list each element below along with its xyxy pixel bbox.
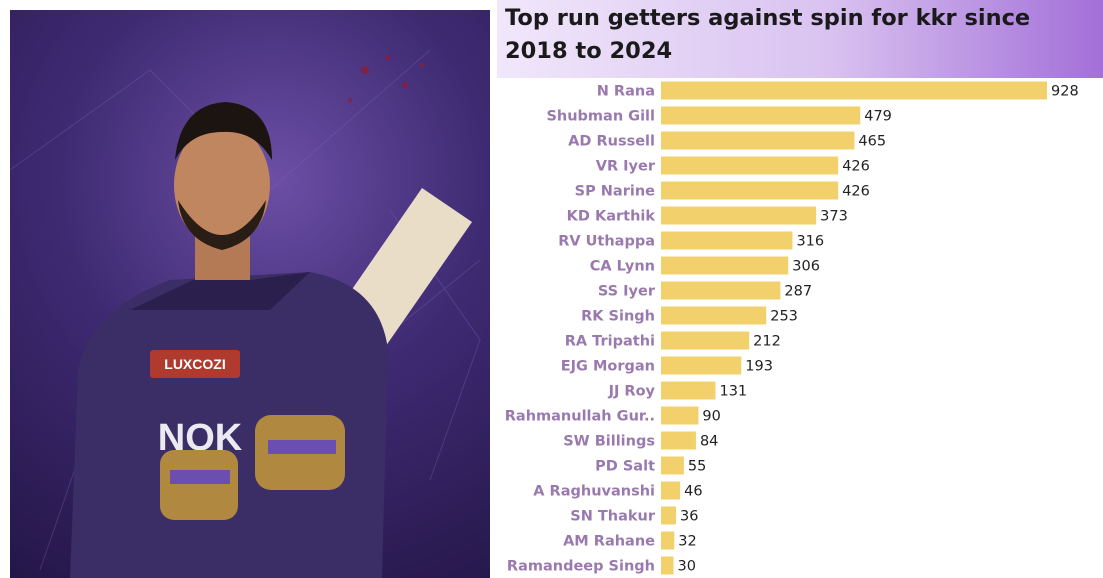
sponsor-text: LUXCOZI	[164, 356, 225, 372]
category-label: SW Billings	[563, 434, 655, 450]
value-label: 30	[677, 559, 695, 575]
chart-header: Top run getters against spin for kkr sin…	[497, 0, 1103, 78]
category-label: KD Karthik	[567, 209, 656, 225]
value-label: 212	[753, 334, 781, 350]
paint-splatter	[348, 55, 424, 102]
value-label: 426	[842, 184, 870, 200]
value-label: 253	[770, 309, 798, 325]
category-label: SN Thakur	[570, 509, 656, 525]
value-label: 131	[719, 384, 747, 400]
hair	[175, 102, 272, 160]
value-label: 55	[688, 459, 706, 475]
player-illustration: LUXCOZI NOK	[10, 49, 481, 578]
category-label: N Rana	[597, 84, 655, 100]
value-label: 90	[702, 409, 720, 425]
face	[174, 123, 270, 247]
category-label: Rahmanullah Gur..	[505, 409, 655, 425]
bar[interactable]	[661, 556, 674, 575]
bar[interactable]	[661, 81, 1047, 100]
bar[interactable]	[661, 156, 839, 175]
bar[interactable]	[661, 206, 817, 225]
category-label: AM Rahane	[563, 534, 655, 550]
bar[interactable]	[661, 131, 855, 150]
category-label: RV Uthappa	[558, 234, 655, 250]
value-label: 32	[678, 534, 696, 550]
bar-chart: N Rana 928 Shubman Gill 479 AD Russell 465 VR …	[497, 78, 1103, 578]
value-label: 373	[820, 209, 848, 225]
bar[interactable]	[661, 381, 716, 400]
value-label: 465	[858, 134, 886, 150]
bar[interactable]	[661, 481, 681, 500]
value-label: 426	[842, 159, 870, 175]
bar[interactable]	[661, 181, 839, 200]
bar[interactable]	[661, 531, 675, 550]
player-photo-panel: LUXCOZI NOK	[0, 0, 497, 578]
category-label: AD Russell	[568, 134, 655, 150]
category-label: RA Tripathi	[565, 334, 655, 350]
bar[interactable]	[661, 106, 861, 125]
bar-chart-svg: N Rana 928 Shubman Gill 479 AD Russell 465 VR …	[505, 81, 1079, 575]
value-label: 36	[680, 509, 698, 525]
bar[interactable]	[661, 306, 767, 325]
value-label: 84	[700, 434, 718, 450]
category-label: PD Salt	[595, 459, 655, 475]
bar[interactable]	[661, 431, 696, 450]
bar[interactable]	[661, 406, 699, 425]
category-label: CA Lynn	[590, 259, 655, 275]
bar[interactable]	[661, 281, 781, 300]
sponsor-patch	[150, 350, 240, 378]
bar[interactable]	[661, 356, 742, 375]
player-photo: LUXCOZI NOK	[10, 10, 490, 578]
bar[interactable]	[661, 506, 676, 525]
bar[interactable]	[661, 456, 684, 475]
value-label: 928	[1051, 84, 1079, 100]
value-label: 306	[792, 259, 820, 275]
value-label: 316	[796, 234, 824, 250]
jersey	[70, 272, 388, 578]
value-label: 287	[784, 284, 812, 300]
bar[interactable]	[661, 256, 789, 275]
value-label: 479	[864, 109, 892, 125]
category-label: A Raghuvanshi	[533, 484, 655, 500]
category-label: EJG Morgan	[561, 359, 655, 375]
category-label: SP Narine	[575, 184, 655, 200]
category-label: SS Iyer	[598, 284, 656, 300]
batting-gloves	[160, 415, 345, 520]
bar[interactable]	[661, 231, 793, 250]
category-label: VR Iyer	[596, 159, 656, 175]
value-label: 46	[684, 484, 702, 500]
bar[interactable]	[661, 331, 750, 350]
chart-title: Top run getters against spin for kkr sin…	[505, 5, 1031, 64]
value-label: 193	[745, 359, 773, 375]
category-label: Shubman Gill	[546, 109, 655, 125]
category-label: JJ Roy	[608, 384, 656, 400]
category-label: RK Singh	[581, 309, 655, 325]
beard	[178, 200, 266, 250]
category-label: Ramandeep Singh	[507, 559, 655, 575]
